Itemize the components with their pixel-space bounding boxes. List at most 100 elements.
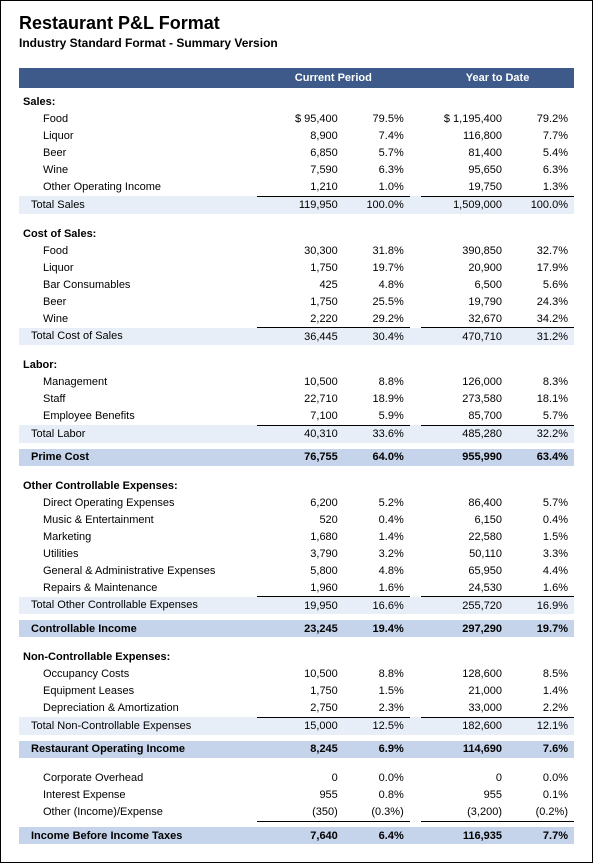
ytd-pct: 32.2% [506, 425, 574, 443]
table-row: Income Before Income Taxes7,6406.4%116,9… [19, 827, 574, 844]
ytd-amount: 955 [421, 787, 506, 804]
ytd-amount: 86,400 [421, 494, 506, 511]
cp-amount: 1,750 [257, 293, 342, 310]
table-row: Sales: [19, 88, 574, 111]
gap [410, 579, 421, 597]
table-row: Other Controllable Expenses: [19, 472, 574, 495]
gap [410, 145, 421, 162]
cp-pct: 18.9% [342, 391, 410, 408]
cp-amount: 8,900 [257, 128, 342, 145]
gap [410, 293, 421, 310]
line-label: Wine [19, 162, 257, 179]
cp-amount: 1,960 [257, 579, 342, 597]
line-label: Liquor [19, 128, 257, 145]
line-label: Repairs & Maintenance [19, 579, 257, 597]
table-row: Liquor8,9007.4%116,8007.7% [19, 128, 574, 145]
cp-pct: 12.5% [342, 717, 410, 735]
line-label: Beer [19, 293, 257, 310]
line-label: Utilities [19, 545, 257, 562]
cp-pct: 25.5% [342, 293, 410, 310]
ytd-pct: 79.2% [506, 111, 574, 128]
table-row: Restaurant Operating Income8,2456.9%114,… [19, 741, 574, 758]
ytd-amount: 24,530 [421, 579, 506, 597]
ytd-pct: 34.2% [506, 310, 574, 328]
cp-pct: 5.9% [342, 408, 410, 426]
ytd-amount: 116,800 [421, 128, 506, 145]
ytd-amount: 20,900 [421, 259, 506, 276]
table-row: Total Sales119,950100.0%1,509,000100.0% [19, 196, 574, 214]
cp-pct: 29.2% [342, 310, 410, 328]
table-row: Wine7,5906.3%95,6506.3% [19, 162, 574, 179]
cp-pct: 79.5% [342, 111, 410, 128]
ytd-pct: 5.7% [506, 408, 574, 426]
ytd-pct: 2.2% [506, 700, 574, 718]
table-row: Food$ 95,40079.5%$ 1,195,40079.2% [19, 111, 574, 128]
cp-pct: 6.4% [342, 827, 410, 844]
table-row: Total Other Controllable Expenses19,9501… [19, 597, 574, 615]
ytd-amount: 50,110 [421, 545, 506, 562]
cp-pct: 33.6% [342, 425, 410, 443]
ytd-amount: 19,790 [421, 293, 506, 310]
cp-amount: 3,790 [257, 545, 342, 562]
cp-amount: 1,750 [257, 259, 342, 276]
table-row: Management10,5008.8%126,0008.3% [19, 374, 574, 391]
grand-label: Income Before Income Taxes [19, 827, 257, 844]
ytd-pct: 7.6% [506, 741, 574, 758]
ytd-pct: 5.4% [506, 145, 574, 162]
table-row: Repairs & Maintenance1,9601.6%24,5301.6% [19, 579, 574, 597]
header-current-period: Current Period [257, 68, 410, 88]
cp-pct: 30.4% [342, 328, 410, 346]
cp-amount: $ 95,400 [257, 111, 342, 128]
cp-pct: 0.0% [342, 770, 410, 787]
cp-amount: 6,850 [257, 145, 342, 162]
cp-pct: 1.0% [342, 179, 410, 197]
table-header-row: Current Period Year to Date [19, 68, 574, 88]
ytd-pct: 63.4% [506, 449, 574, 466]
line-label: Marketing [19, 528, 257, 545]
section-heading: Other Controllable Expenses: [19, 472, 574, 495]
cp-pct: 7.4% [342, 128, 410, 145]
header-gap [410, 68, 421, 88]
cp-pct: 0.8% [342, 787, 410, 804]
table-row: Equipment Leases1,7501.5%21,0001.4% [19, 683, 574, 700]
section-heading: Sales: [19, 88, 574, 111]
gap [410, 425, 421, 443]
gap [410, 511, 421, 528]
gap [410, 391, 421, 408]
gap [410, 787, 421, 804]
line-label: Bar Consumables [19, 276, 257, 293]
table-row: Other Operating Income1,2101.0%19,7501.3… [19, 179, 574, 197]
gap [410, 162, 421, 179]
header-ytd: Year to Date [421, 68, 574, 88]
ytd-amount: 32,670 [421, 310, 506, 328]
ytd-pct: 8.5% [506, 666, 574, 683]
line-label: Wine [19, 310, 257, 328]
line-label: Food [19, 242, 257, 259]
gap [410, 717, 421, 735]
subtotal-label: Total Non-Controllable Expenses [19, 717, 257, 735]
ytd-pct: 3.3% [506, 545, 574, 562]
ytd-amount: 22,580 [421, 528, 506, 545]
ytd-amount: 485,280 [421, 425, 506, 443]
ytd-pct: 0.0% [506, 770, 574, 787]
line-label: General & Administrative Expenses [19, 562, 257, 579]
ytd-amount: 955,990 [421, 449, 506, 466]
ytd-pct: 19.7% [506, 620, 574, 637]
header-blank [19, 68, 257, 88]
table-row: Beer6,8505.7%81,4005.4% [19, 145, 574, 162]
section-heading: Labor: [19, 351, 574, 374]
table-row: Labor: [19, 351, 574, 374]
table-row: Interest Expense9550.8%9550.1% [19, 787, 574, 804]
ytd-pct: (0.2%) [506, 804, 574, 822]
gap [410, 770, 421, 787]
ytd-amount: 1,509,000 [421, 196, 506, 214]
cp-pct: 8.8% [342, 374, 410, 391]
cp-pct: (0.3%) [342, 804, 410, 822]
ytd-amount: 81,400 [421, 145, 506, 162]
cp-amount: 1,750 [257, 683, 342, 700]
cp-amount: 520 [257, 511, 342, 528]
ytd-pct: 5.6% [506, 276, 574, 293]
ytd-amount: 182,600 [421, 717, 506, 735]
cp-amount: 40,310 [257, 425, 342, 443]
table-row: Corporate Overhead00.0%00.0% [19, 770, 574, 787]
